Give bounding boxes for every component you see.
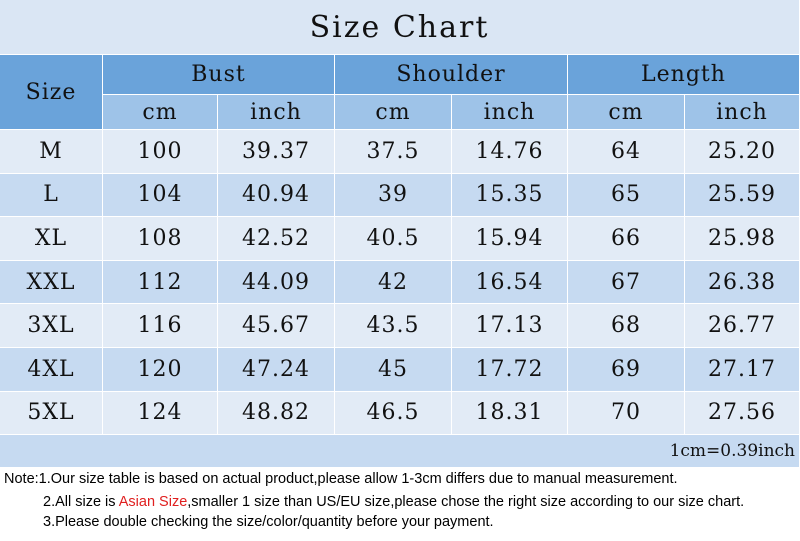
unit-header: inch: [452, 95, 568, 130]
value-cell: 40.94: [218, 173, 335, 218]
value-cell: 27.17: [685, 348, 800, 392]
value-cell: 64: [568, 130, 685, 174]
value-cell: 70: [568, 391, 685, 436]
value-cell: 25.59: [685, 173, 800, 218]
unit-header: cm: [568, 95, 685, 130]
value-cell: 124: [103, 391, 218, 436]
note-highlight: Asian Size: [118, 494, 188, 510]
group-header: Length: [568, 55, 800, 95]
value-cell: 48.82: [218, 391, 335, 436]
value-cell: 26.77: [685, 304, 800, 348]
size-cell: XXL: [0, 260, 103, 305]
value-cell: 108: [103, 217, 218, 261]
note: 2.All size is Asian Size,smaller 1 size …: [43, 494, 744, 510]
unit-header: inch: [218, 95, 335, 130]
unit-header: inch: [685, 95, 800, 130]
value-cell: 26.38: [685, 260, 800, 305]
group-header: Bust: [103, 55, 335, 95]
value-cell: 47.24: [218, 348, 335, 392]
size-header: Size: [0, 55, 103, 130]
size-cell: L: [0, 173, 103, 218]
value-cell: 42.52: [218, 217, 335, 261]
value-cell: 104: [103, 173, 218, 218]
value-cell: 17.13: [452, 304, 568, 348]
value-cell: 68: [568, 304, 685, 348]
value-cell: 42: [335, 260, 452, 305]
value-cell: 100: [103, 130, 218, 174]
value-cell: 46.5: [335, 391, 452, 436]
value-cell: 25.20: [685, 130, 800, 174]
note: Note:1.Our size table is based on actual…: [4, 471, 678, 487]
value-cell: 18.31: [452, 391, 568, 436]
value-cell: 44.09: [218, 260, 335, 305]
size-cell: 3XL: [0, 304, 103, 348]
value-cell: 14.76: [452, 130, 568, 174]
value-cell: 67: [568, 260, 685, 305]
value-cell: 69: [568, 348, 685, 392]
note-text: ,smaller 1 size than US/EU size,please c…: [187, 494, 745, 510]
size-cell: M: [0, 130, 103, 174]
value-cell: 112: [103, 260, 218, 305]
unit-header: cm: [335, 95, 452, 130]
note: 3.Please double checking the size/color/…: [43, 514, 494, 530]
value-cell: 120: [103, 348, 218, 392]
size-cell: 5XL: [0, 391, 103, 436]
value-cell: 27.56: [685, 391, 800, 436]
value-cell: 15.94: [452, 217, 568, 261]
value-cell: 66: [568, 217, 685, 261]
value-cell: 45.67: [218, 304, 335, 348]
value-cell: 39.37: [218, 130, 335, 174]
size-cell: 4XL: [0, 348, 103, 392]
value-cell: 17.72: [452, 348, 568, 392]
title: Size Chart: [0, 0, 800, 55]
value-cell: 37.5: [335, 130, 452, 174]
value-cell: 25.98: [685, 217, 800, 261]
value-cell: 65: [568, 173, 685, 218]
unit-header: cm: [103, 95, 218, 130]
group-header: Shoulder: [335, 55, 568, 95]
value-cell: 15.35: [452, 173, 568, 218]
value-cell: 116: [103, 304, 218, 348]
conversion: 1cm=0.39inch: [0, 435, 800, 468]
value-cell: 45: [335, 348, 452, 392]
note-text: 2.All size is: [43, 494, 119, 510]
value-cell: 16.54: [452, 260, 568, 305]
value-cell: 43.5: [335, 304, 452, 348]
size-cell: XL: [0, 217, 103, 261]
value-cell: 40.5: [335, 217, 452, 261]
value-cell: 39: [335, 173, 452, 218]
